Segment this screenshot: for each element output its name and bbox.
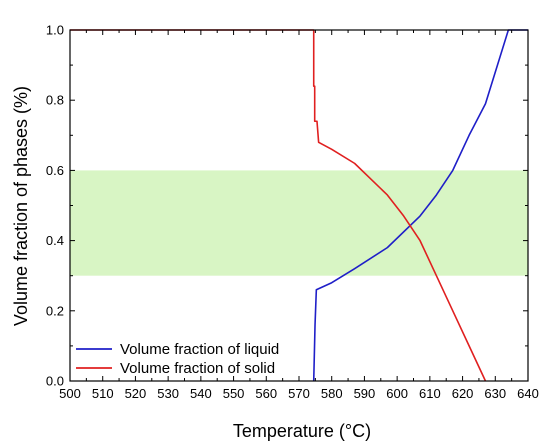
y-tick-label: 0.6 <box>46 163 64 178</box>
x-tick-label: 580 <box>321 386 343 401</box>
x-tick-label: 540 <box>190 386 212 401</box>
y-tick-label: 0.0 <box>46 374 64 389</box>
series-line-liquid <box>312 29 528 382</box>
x-tick-label: 560 <box>255 386 277 401</box>
y-tick-label: 0.4 <box>46 233 64 248</box>
y-axis-title: Volume fraction of phases (%) <box>11 86 31 326</box>
legend-label-solid: Volume fraction of solid <box>120 360 275 377</box>
y-tick-label: 0.2 <box>46 303 64 318</box>
legend-label-liquid: Volume fraction of liquid <box>120 341 279 358</box>
legend: Volume fraction of liquid Volume fraction… <box>76 341 279 377</box>
x-tick-label: 620 <box>452 386 474 401</box>
x-tick-label: 640 <box>517 386 539 401</box>
highlight-band <box>70 170 528 276</box>
x-tick-label: 500 <box>59 386 81 401</box>
x-tick-label: 530 <box>157 386 179 401</box>
x-tick-label: 600 <box>386 386 408 401</box>
ticks-layer: 500 510 520 530 540 550 560 570 580 590 600 610 620 6… <box>46 23 539 402</box>
x-tick-label: 570 <box>288 386 310 401</box>
x-tick-label: 630 <box>484 386 506 401</box>
x-tick-label: 520 <box>125 386 147 401</box>
highlight-band-layer <box>70 170 528 276</box>
series-line-solid <box>70 29 487 382</box>
series-layer <box>70 29 528 382</box>
x-tick-label: 550 <box>223 386 245 401</box>
x-tick-label: 590 <box>354 386 376 401</box>
y-tick-label: 1.0 <box>46 23 64 38</box>
y-tick-label: 0.8 <box>46 93 64 108</box>
x-tick-label: 610 <box>419 386 441 401</box>
x-tick-label: 510 <box>92 386 114 401</box>
x-axis-title: Temperature (°C) <box>233 421 371 441</box>
